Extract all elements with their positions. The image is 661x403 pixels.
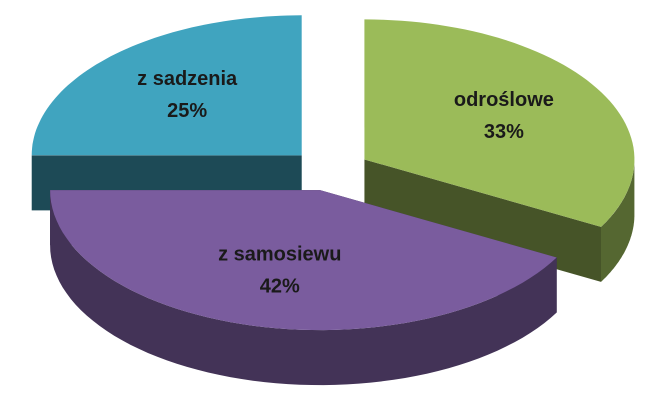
- slice: [50, 190, 557, 331]
- slice-wall: [601, 159, 635, 282]
- value-label: 25%: [167, 100, 207, 122]
- slice-side: [364, 159, 602, 282]
- slice-label: odroślowe: [454, 89, 554, 111]
- value-label: 42%: [260, 276, 300, 298]
- slice-label: z sadzenia: [137, 68, 238, 90]
- value-label: 33%: [484, 121, 524, 143]
- slice: [364, 19, 635, 227]
- slice-wall: [50, 190, 557, 386]
- slice-label: z samosiewu: [218, 244, 341, 266]
- slice: [31, 15, 302, 156]
